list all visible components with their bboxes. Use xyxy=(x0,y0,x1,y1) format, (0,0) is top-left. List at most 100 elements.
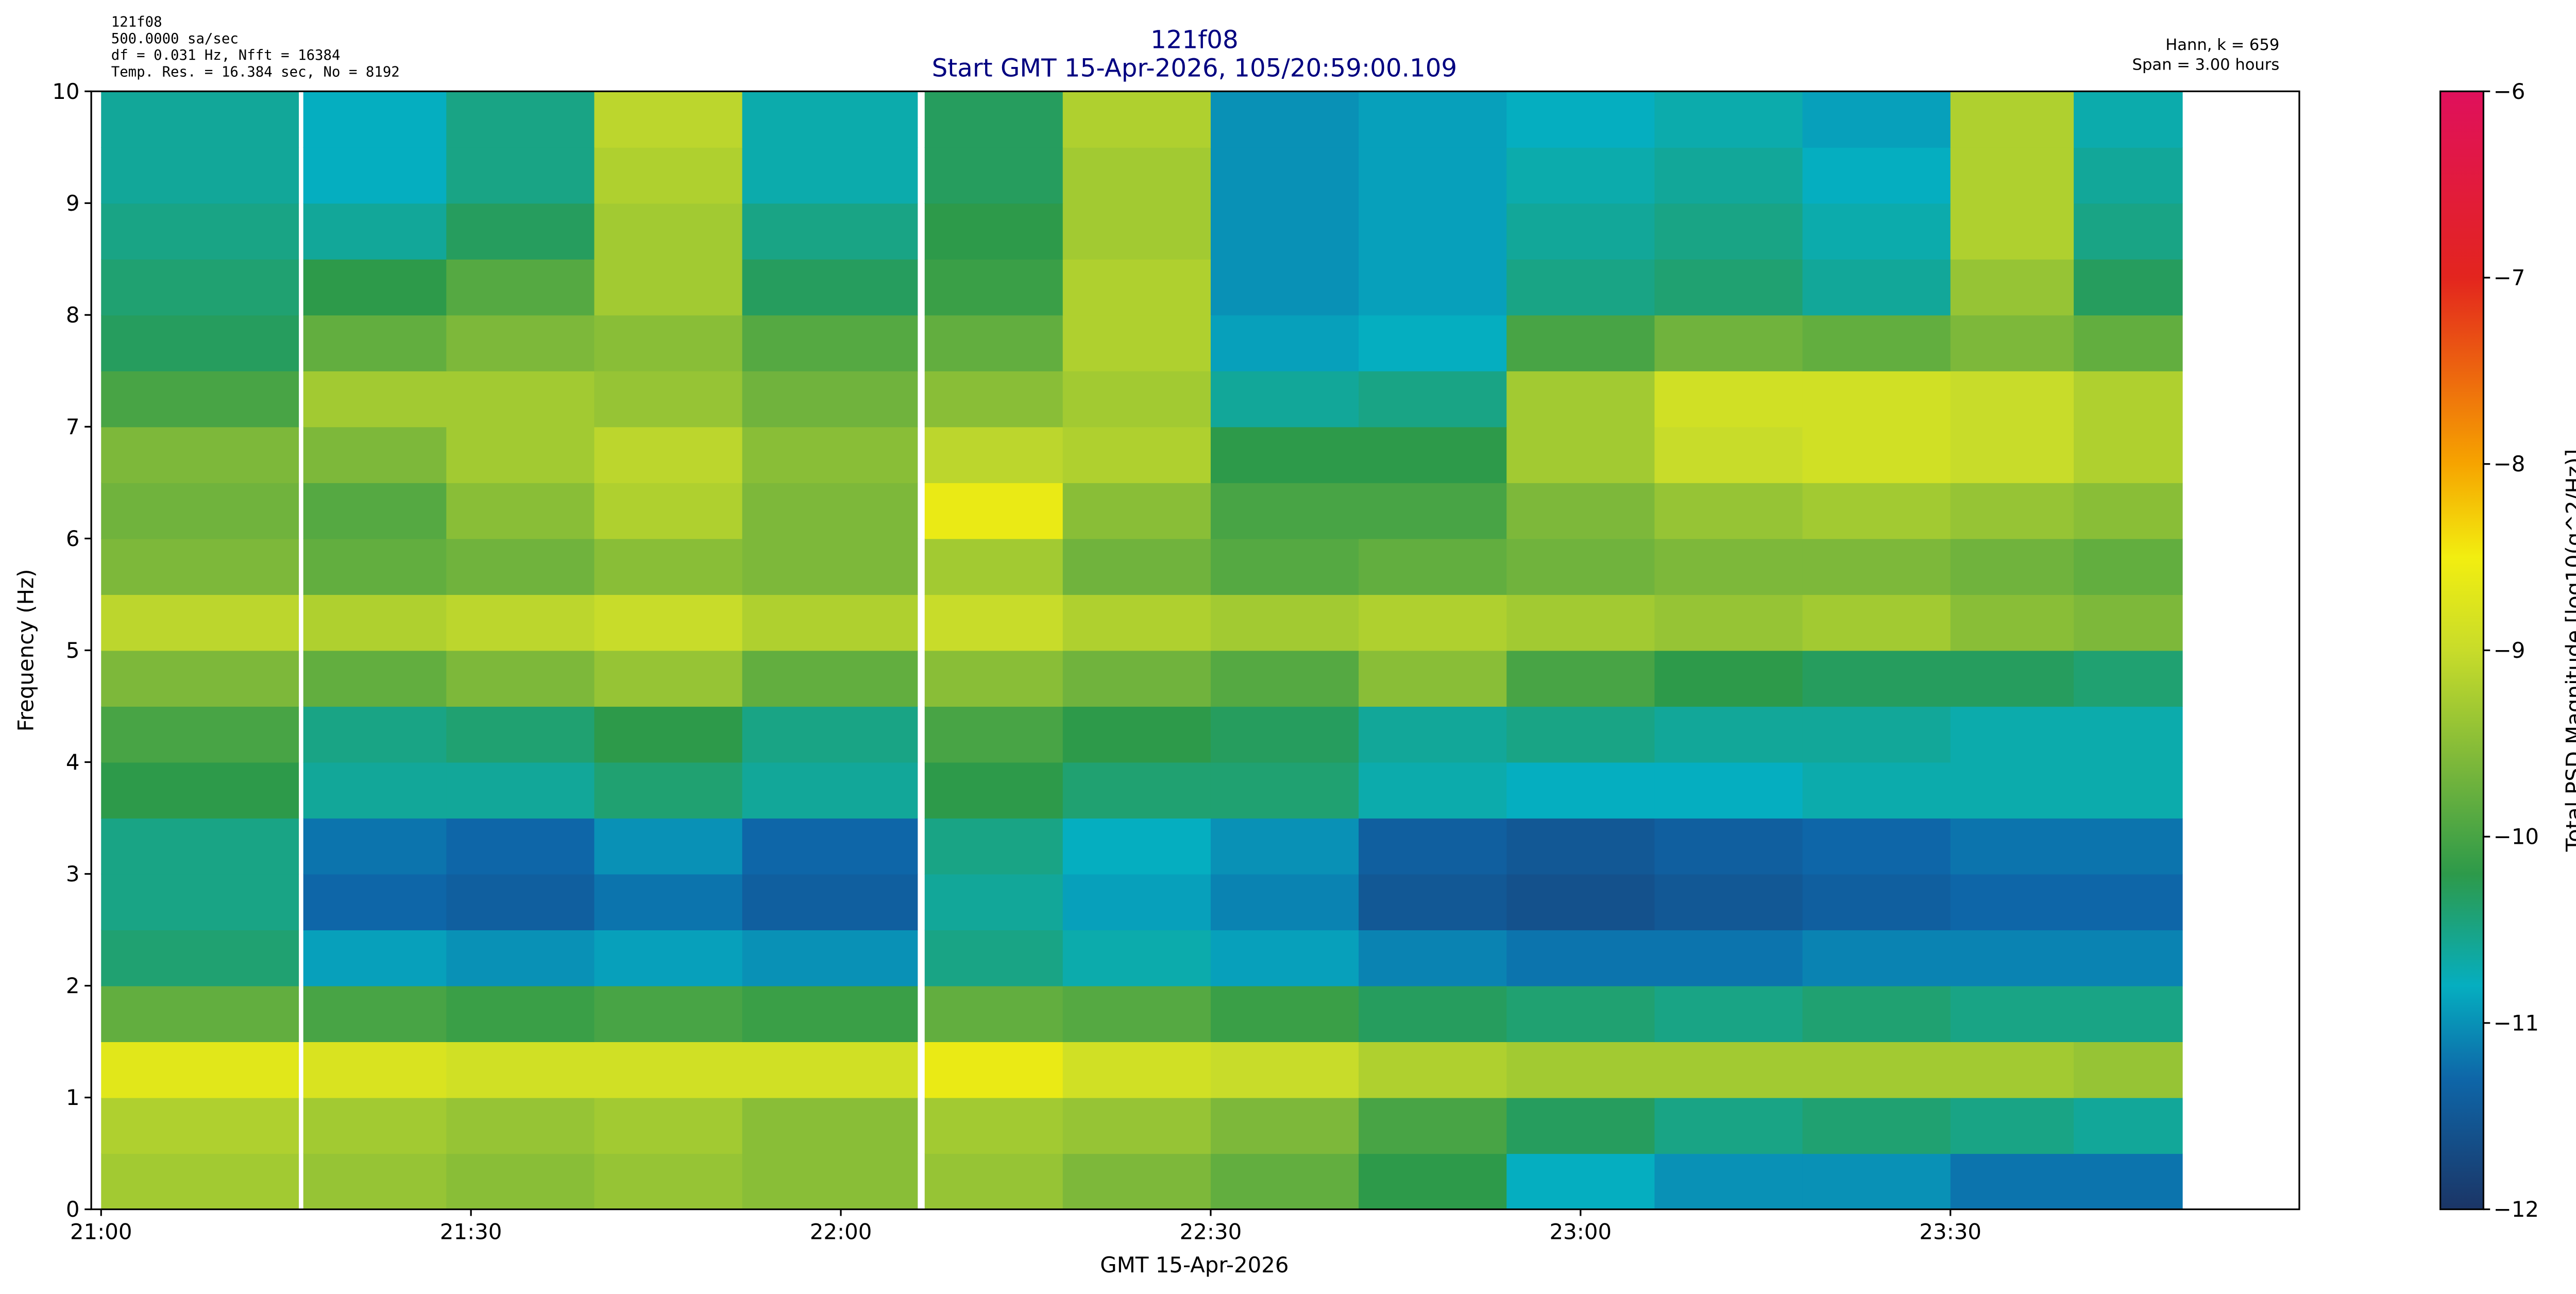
cell xyxy=(594,874,743,930)
cell xyxy=(446,874,595,930)
cell xyxy=(1802,985,1951,1043)
x-tick-label: 21:00 xyxy=(70,1219,132,1245)
cell xyxy=(1802,874,1951,930)
cell xyxy=(1359,203,1507,260)
cell xyxy=(1950,706,2075,763)
cell xyxy=(2074,315,2183,371)
cell xyxy=(101,203,299,260)
cell xyxy=(1062,259,1211,316)
cell xyxy=(1359,874,1507,930)
cell xyxy=(1654,818,1803,875)
cell xyxy=(446,538,595,595)
cell xyxy=(2074,706,2183,763)
cell xyxy=(1802,762,1951,819)
cell xyxy=(594,650,743,707)
cell xyxy=(446,1097,595,1154)
cell xyxy=(303,762,447,819)
cell xyxy=(594,259,743,316)
cell xyxy=(1210,315,1360,371)
cell xyxy=(303,427,447,483)
cell xyxy=(1359,650,1507,707)
x-tick-label: 22:30 xyxy=(1180,1219,1242,1245)
cell xyxy=(1062,1042,1211,1098)
cell xyxy=(1210,538,1360,595)
cell xyxy=(446,818,595,875)
cell xyxy=(742,762,918,819)
y-tick-label: 2 xyxy=(66,973,80,998)
cell xyxy=(101,1153,299,1210)
cell xyxy=(1654,1153,1803,1210)
cell xyxy=(1210,427,1360,483)
cell xyxy=(742,91,918,148)
cell xyxy=(303,874,447,930)
cell xyxy=(303,370,447,428)
cell xyxy=(303,818,447,875)
cell xyxy=(1210,147,1360,204)
cell xyxy=(1062,203,1211,260)
cell xyxy=(1210,259,1360,316)
cell xyxy=(1654,370,1803,428)
cell xyxy=(1359,706,1507,763)
info-left: Temp. Res. = 16.384 sec, No = 8192 xyxy=(111,64,400,80)
cell xyxy=(1802,1153,1951,1210)
cell xyxy=(101,874,299,930)
cell xyxy=(924,370,1063,428)
cell xyxy=(101,427,299,483)
cell xyxy=(1506,482,1655,539)
cell xyxy=(1359,1097,1507,1154)
cell xyxy=(1210,594,1360,651)
y-tick-label: 8 xyxy=(66,302,80,328)
cell xyxy=(2074,818,2183,875)
cell xyxy=(594,1153,743,1210)
cell xyxy=(2074,650,2183,707)
cell xyxy=(1506,203,1655,260)
cell xyxy=(742,930,918,986)
cell xyxy=(303,1153,447,1210)
cell xyxy=(303,930,447,986)
cell xyxy=(2074,930,2183,986)
cell xyxy=(1950,91,2075,148)
cell xyxy=(1654,1097,1803,1154)
cell xyxy=(594,762,743,819)
cell xyxy=(1359,538,1507,595)
cell xyxy=(1654,91,1803,148)
cell xyxy=(446,1042,595,1098)
cell xyxy=(303,706,447,763)
cell xyxy=(924,203,1063,260)
cell xyxy=(924,1097,1063,1154)
cell xyxy=(1506,1153,1655,1210)
cell xyxy=(2074,370,2183,428)
cell xyxy=(1802,650,1951,707)
chart-subtitle: Start GMT 15-Apr-2026, 105/20:59:00.109 xyxy=(932,54,1458,82)
cell xyxy=(1950,1097,2075,1154)
cell xyxy=(1359,1042,1507,1098)
y-tick-label: 7 xyxy=(66,414,80,439)
cell xyxy=(1802,147,1951,204)
cell xyxy=(101,930,299,986)
cell xyxy=(303,315,447,371)
cell xyxy=(2074,147,2183,204)
cell xyxy=(1062,315,1211,371)
colorbar-tick-label: −12 xyxy=(2494,1197,2539,1222)
cell xyxy=(742,594,918,651)
cell xyxy=(742,315,918,371)
cell xyxy=(1359,91,1507,148)
cell xyxy=(1506,930,1655,986)
x-axis-label: GMT 15-Apr-2026 xyxy=(1100,1252,1289,1278)
cell xyxy=(1210,930,1360,986)
cell xyxy=(1654,427,1803,483)
cell xyxy=(2074,1097,2183,1154)
cell xyxy=(1802,594,1951,651)
cell xyxy=(594,147,743,204)
cell xyxy=(1359,370,1507,428)
cell xyxy=(742,259,918,316)
cell xyxy=(924,985,1063,1043)
cell xyxy=(594,370,743,428)
cell xyxy=(924,538,1063,595)
cell xyxy=(1506,874,1655,930)
cell xyxy=(446,482,595,539)
cell xyxy=(924,482,1063,539)
cell xyxy=(2074,1153,2183,1210)
cell xyxy=(101,370,299,428)
cell xyxy=(1654,1042,1803,1098)
